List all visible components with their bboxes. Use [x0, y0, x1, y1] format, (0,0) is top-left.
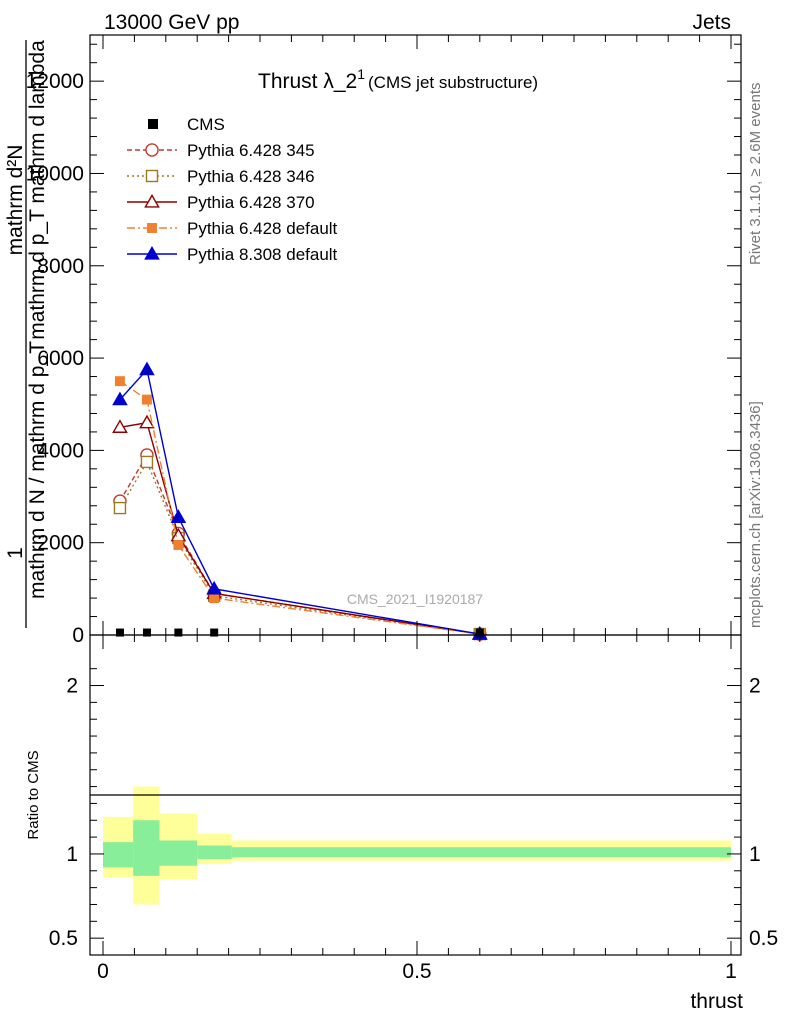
legend-marker-p346 — [145, 169, 159, 183]
legend-item-p346: Pythia 6.428 346 — [127, 167, 315, 186]
ratio-band-inner — [133, 820, 160, 876]
y-tick-label: 8000 — [37, 255, 84, 278]
ratio-tick-label-right: 2 — [749, 675, 761, 698]
legend-marker-p6def — [147, 223, 157, 233]
legend-item-cms: CMS — [148, 115, 225, 134]
y-label-denominator: mathrm d p_T mathrm d lambda — [26, 40, 49, 340]
y-label-numerator: mathrm d²N — [4, 145, 27, 256]
ratio-tick-label: 2 — [66, 675, 78, 698]
y-tick-label: 10000 — [26, 162, 84, 185]
ratio-tick-label-right: 0.5 — [749, 927, 778, 950]
y-tick-label: 4000 — [37, 439, 84, 462]
x-tick-label: 1 — [725, 960, 737, 983]
legend-label-p8def: Pythia 8.308 default — [187, 245, 338, 264]
series-point-p370 — [139, 414, 155, 429]
title-main: Thrust λ_2 — [258, 70, 357, 93]
series-point-p6def — [173, 540, 184, 550]
title-sub: (CMS jet substructure) — [368, 73, 538, 92]
ratio-band-inner — [103, 842, 134, 868]
ratio-plot: 0.5 0.5 1 1 2 2 0 0.5 1 — [49, 634, 778, 983]
y-tick-label: 6000 — [37, 347, 84, 370]
legend-label-p370: Pythia 6.428 370 — [187, 193, 315, 212]
y-tick-label: 12000 — [26, 70, 84, 93]
series-point-p6def — [115, 376, 125, 387]
legend-item-p345: Pythia 6.428 345 — [127, 141, 315, 160]
series-point-p6def — [209, 593, 220, 604]
cms-data-point — [210, 628, 219, 637]
main-plot: CMS_2021_I1920187 0 2000 4000 6000 8000 10000… — [26, 34, 742, 647]
y-tick-label: 0 — [72, 624, 84, 647]
title-sup: 1 — [357, 66, 365, 82]
ratio-tick-label: 0.5 — [49, 927, 78, 950]
x-tick-label: 0.5 — [402, 960, 431, 983]
series-point-p6def — [142, 394, 152, 405]
legend-marker-p8def — [144, 245, 160, 260]
series-point-p346 — [140, 455, 154, 469]
ratio-band-inner — [159, 840, 198, 866]
cms-data-point — [115, 628, 124, 637]
legend-marker-p345 — [145, 143, 159, 157]
series-point-p346 — [113, 501, 127, 515]
series-point-p8def — [206, 580, 222, 595]
ratio-band-inner — [197, 845, 232, 859]
legend-label-p6def: Pythia 6.428 default — [187, 219, 338, 238]
legend-item-p370: Pythia 6.428 370 — [127, 193, 315, 212]
header-left: 13000 GeV pp — [104, 11, 239, 34]
legend-item-p6def: Pythia 6.428 default — [127, 219, 338, 238]
x-axis-label: thrust — [690, 990, 743, 1013]
y-tick-label: 2000 — [37, 532, 84, 555]
x-tick-label: 0 — [97, 960, 109, 983]
header-right: Jets — [692, 11, 731, 34]
legend-item-p8def: Pythia 8.308 default — [127, 245, 338, 264]
series-point-p8def — [170, 509, 187, 523]
ratio-band-inner — [231, 847, 732, 858]
ratio-tick-label: 1 — [66, 843, 78, 866]
y-label-prefactor-den: mathrm d N / mathrm d p_T — [26, 341, 49, 599]
series-point-p8def — [139, 361, 155, 376]
y-axis-label: 1 mathrm d N / mathrm d p_T mathrm d²N m… — [4, 40, 49, 628]
ratio-tick-label-right: 1 — [749, 843, 761, 866]
mcplots-label: mcplots.cern.ch [arXiv:1306.3436] — [747, 401, 764, 628]
legend-marker-cms — [148, 119, 158, 129]
series-point-p8def — [112, 391, 128, 406]
ratio-axis-label: Ratio to CMS — [25, 750, 42, 839]
watermark: CMS_2021_I1920187 — [347, 591, 483, 607]
legend-label-p345: Pythia 6.428 345 — [187, 141, 315, 160]
legend-label-p346: Pythia 6.428 346 — [187, 167, 315, 186]
rivet-label: Rivet 3.1.10, ≥ 2.6M events — [747, 83, 764, 266]
series-point-p370 — [112, 419, 128, 433]
chart-title: Thrust λ_21 (CMS jet substructure) — [258, 66, 538, 93]
legend-label-cms: CMS — [187, 115, 225, 134]
legend-marker-p370 — [144, 193, 160, 208]
cms-data-point — [174, 628, 183, 637]
cms-data-point — [142, 628, 151, 637]
ratio-frame — [89, 634, 742, 956]
y-label-prefactor-num: 1 — [4, 547, 27, 559]
legend: CMS Pythia 6.428 345 Pythia 6.428 346 Pythi… — [127, 115, 338, 264]
